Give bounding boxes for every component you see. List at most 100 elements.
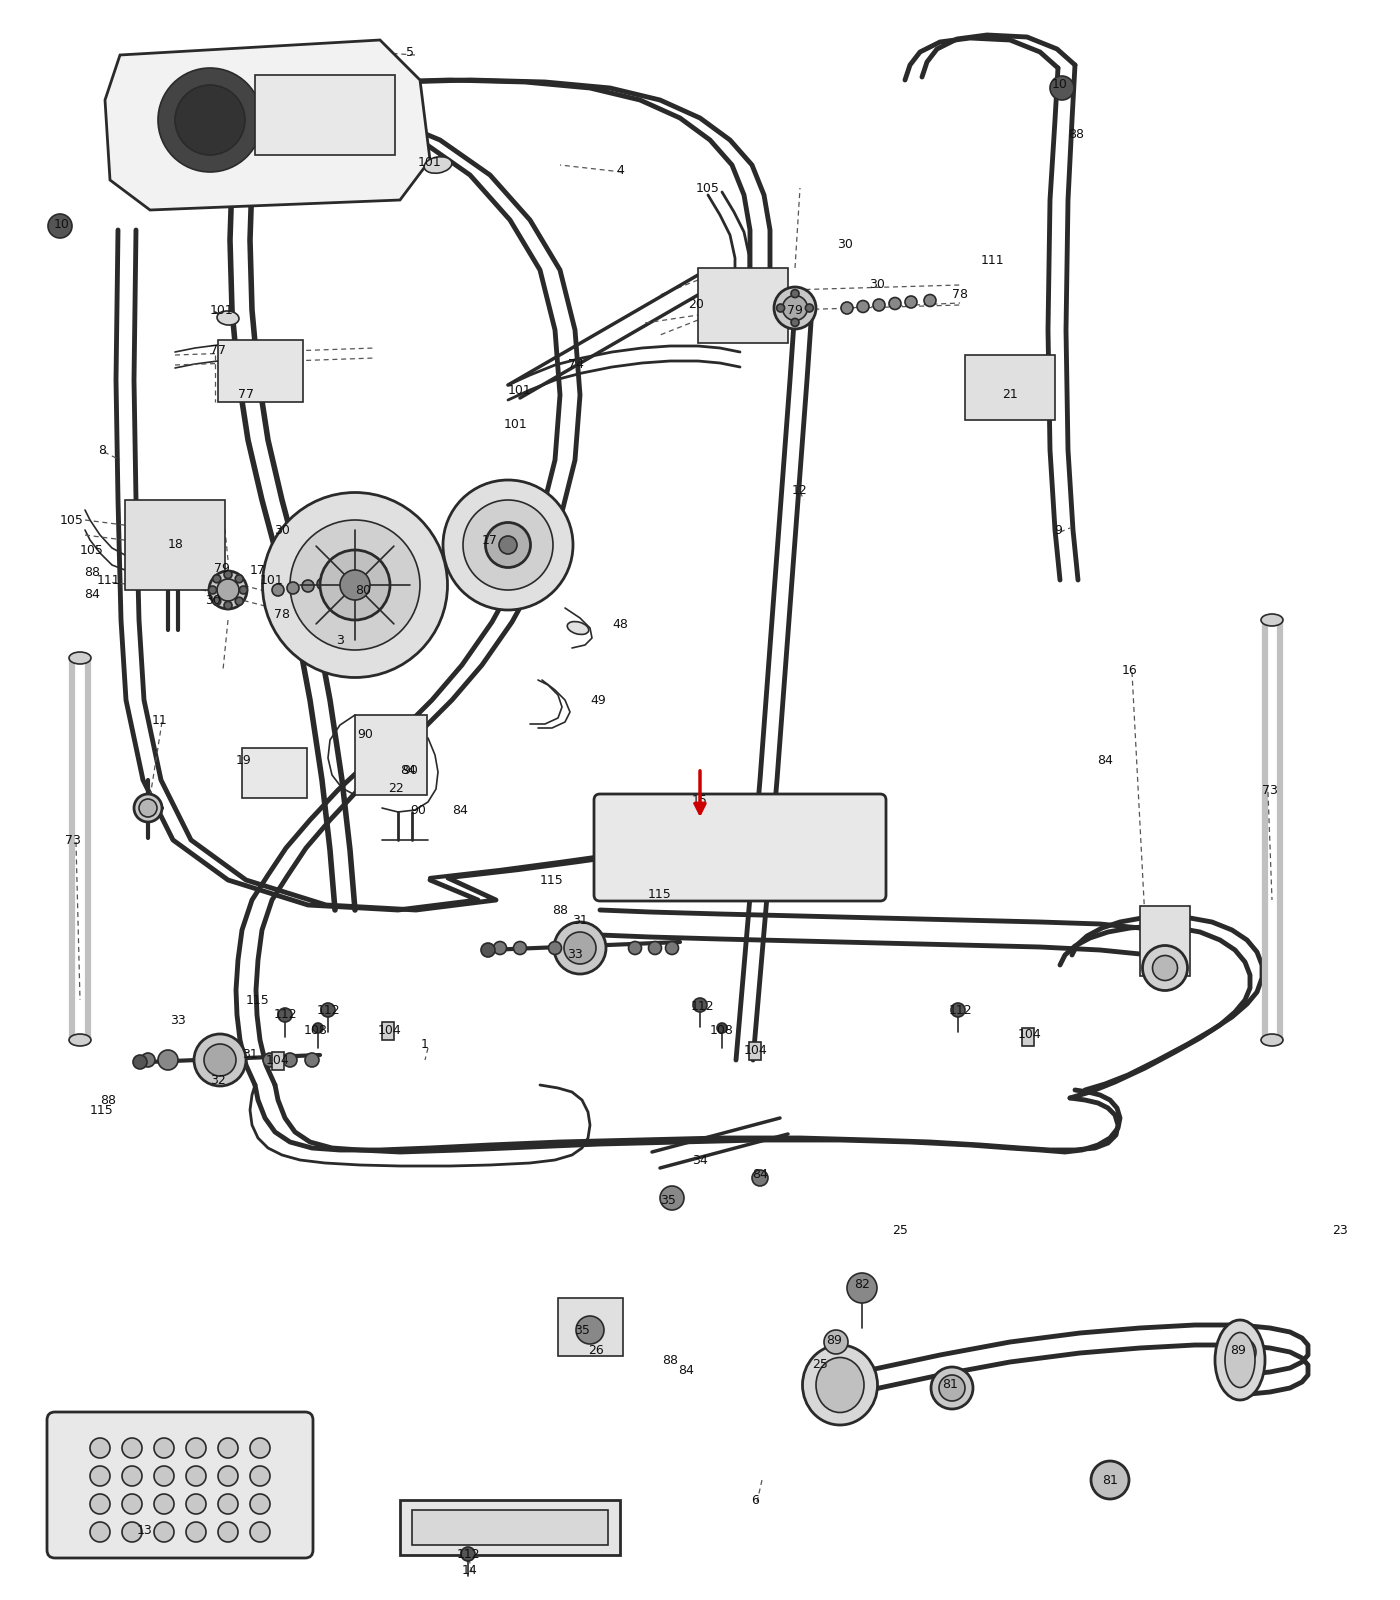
Text: 112: 112 xyxy=(273,1008,297,1021)
Text: 4: 4 xyxy=(616,163,624,176)
Bar xyxy=(242,749,307,798)
Text: 33: 33 xyxy=(171,1013,186,1027)
Ellipse shape xyxy=(802,1346,878,1426)
Ellipse shape xyxy=(493,941,507,955)
Ellipse shape xyxy=(1261,1034,1282,1046)
Text: 18: 18 xyxy=(168,539,183,552)
Text: 9: 9 xyxy=(1054,523,1063,536)
Text: 88: 88 xyxy=(552,904,568,917)
Circle shape xyxy=(209,586,217,594)
Ellipse shape xyxy=(1091,1461,1128,1499)
Ellipse shape xyxy=(1142,946,1187,990)
Circle shape xyxy=(1050,75,1074,99)
Text: 101: 101 xyxy=(210,304,234,317)
Bar xyxy=(1022,1029,1035,1046)
Circle shape xyxy=(218,1494,238,1514)
Bar xyxy=(382,1022,393,1040)
Text: 6: 6 xyxy=(750,1493,759,1507)
Text: 90: 90 xyxy=(402,763,419,776)
Circle shape xyxy=(279,1008,293,1022)
Ellipse shape xyxy=(665,941,679,955)
Text: 11: 11 xyxy=(153,714,168,726)
Text: 8: 8 xyxy=(98,443,106,456)
Text: 84: 84 xyxy=(752,1168,769,1181)
Text: 111: 111 xyxy=(97,573,120,587)
Circle shape xyxy=(251,1438,270,1458)
Text: 17: 17 xyxy=(251,563,266,576)
Circle shape xyxy=(717,1022,727,1034)
Bar xyxy=(400,1501,620,1555)
Text: 88: 88 xyxy=(1068,128,1084,141)
Text: 88: 88 xyxy=(84,565,99,579)
Ellipse shape xyxy=(486,523,531,568)
Text: 89: 89 xyxy=(826,1333,841,1347)
Circle shape xyxy=(461,1547,475,1562)
Bar xyxy=(255,75,395,155)
Text: 115: 115 xyxy=(246,994,270,1006)
Ellipse shape xyxy=(263,1053,277,1067)
Circle shape xyxy=(218,1466,238,1486)
Text: 19: 19 xyxy=(237,754,252,766)
Ellipse shape xyxy=(1225,1333,1254,1387)
Text: 84: 84 xyxy=(678,1363,694,1376)
Text: 13: 13 xyxy=(137,1523,153,1536)
Ellipse shape xyxy=(904,296,917,307)
Ellipse shape xyxy=(629,941,641,955)
Text: 48: 48 xyxy=(612,619,629,632)
Ellipse shape xyxy=(463,499,553,590)
Text: 14: 14 xyxy=(462,1563,477,1576)
Ellipse shape xyxy=(340,570,370,600)
Text: 101: 101 xyxy=(419,155,442,168)
Circle shape xyxy=(122,1494,141,1514)
Text: 22: 22 xyxy=(388,781,403,795)
Circle shape xyxy=(154,1466,174,1486)
Ellipse shape xyxy=(774,286,816,330)
Text: 108: 108 xyxy=(710,1024,734,1037)
Circle shape xyxy=(122,1438,141,1458)
Text: 30: 30 xyxy=(274,523,290,536)
Ellipse shape xyxy=(924,294,937,307)
Text: 10: 10 xyxy=(1051,78,1068,91)
Ellipse shape xyxy=(442,480,573,610)
Bar xyxy=(965,355,1056,419)
Text: 77: 77 xyxy=(238,389,253,402)
Text: 21: 21 xyxy=(1002,389,1018,402)
Bar xyxy=(356,715,427,795)
Text: 104: 104 xyxy=(745,1043,767,1056)
Text: 101: 101 xyxy=(504,419,528,432)
Ellipse shape xyxy=(783,296,808,320)
Circle shape xyxy=(251,1522,270,1542)
Text: 111: 111 xyxy=(980,253,1004,267)
Ellipse shape xyxy=(841,302,853,314)
Text: 25: 25 xyxy=(812,1358,827,1371)
Circle shape xyxy=(951,1003,965,1018)
Text: 31: 31 xyxy=(573,914,588,926)
Text: 34: 34 xyxy=(692,1154,708,1166)
Ellipse shape xyxy=(272,584,284,595)
Text: 88: 88 xyxy=(99,1093,116,1107)
FancyBboxPatch shape xyxy=(594,794,886,901)
Circle shape xyxy=(239,586,248,594)
Bar xyxy=(1140,906,1190,976)
Text: 35: 35 xyxy=(574,1323,589,1336)
Ellipse shape xyxy=(141,1053,155,1067)
Text: 33: 33 xyxy=(567,949,582,962)
Text: 112: 112 xyxy=(948,1003,972,1016)
Text: 84: 84 xyxy=(452,803,468,816)
Text: 82: 82 xyxy=(854,1278,869,1291)
Circle shape xyxy=(224,571,232,579)
Circle shape xyxy=(213,574,221,582)
Circle shape xyxy=(186,1438,206,1458)
Circle shape xyxy=(791,318,799,326)
Text: 25: 25 xyxy=(892,1224,909,1237)
Ellipse shape xyxy=(816,1357,864,1413)
Bar xyxy=(559,1298,623,1357)
Circle shape xyxy=(659,1186,685,1210)
Ellipse shape xyxy=(134,794,162,822)
Ellipse shape xyxy=(554,922,606,974)
Ellipse shape xyxy=(825,1330,848,1354)
Circle shape xyxy=(158,67,262,171)
Circle shape xyxy=(90,1466,111,1486)
Text: 1: 1 xyxy=(421,1038,428,1051)
Ellipse shape xyxy=(217,579,239,602)
